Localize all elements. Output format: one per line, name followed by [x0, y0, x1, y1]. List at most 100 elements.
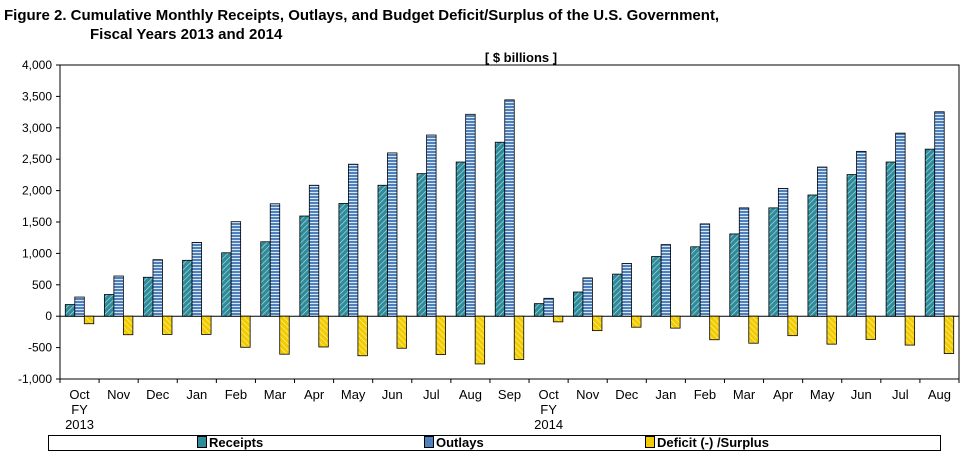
outlays-bar	[621, 263, 632, 317]
receipts-bar	[690, 246, 701, 317]
deficit-bar	[279, 315, 290, 355]
outlays-bar	[308, 184, 320, 317]
legend-label-outlays: Outlays	[436, 435, 484, 450]
deficit-bar	[357, 315, 368, 357]
y-tick-label: 2,000	[22, 184, 52, 198]
legend-item-outlays: Outlays	[424, 436, 484, 450]
x-tick-label: Apr	[304, 387, 325, 402]
receipts-bar	[807, 194, 818, 317]
receipts-bar	[846, 174, 857, 317]
outlays-bar	[426, 134, 437, 317]
deficit-bar	[513, 315, 525, 360]
fiscal-year-value: 2013	[65, 417, 94, 432]
receipts-bar	[299, 215, 310, 317]
y-tick-label: 3,500	[22, 89, 52, 103]
outlays-bar	[777, 188, 789, 317]
deficit-bar	[162, 315, 173, 335]
deficit-bar	[865, 315, 876, 340]
receipts-bar	[182, 259, 193, 317]
x-tick-label: Aug	[459, 387, 482, 402]
deficit-bar	[709, 315, 720, 341]
receipts-bar	[651, 256, 662, 317]
outlays-bar	[152, 259, 163, 317]
y-tick-label: 4,000	[22, 58, 52, 72]
x-tick-label: Feb	[225, 387, 247, 402]
deficit-bar	[592, 315, 603, 332]
y-tick-label: 1,000	[22, 246, 52, 260]
outlays-bar	[543, 297, 554, 317]
outlays-bar	[934, 111, 945, 317]
outlays-bar	[113, 275, 124, 317]
receipts-bar	[377, 184, 388, 317]
chart-title-line1: Figure 2. Cumulative Monthly Receipts, O…	[4, 7, 720, 24]
deficit-bar	[787, 315, 798, 337]
receipts-bar	[729, 233, 740, 317]
x-tick-label: Feb	[694, 387, 716, 402]
x-tick-label: May	[341, 387, 366, 402]
outlays-bar	[74, 296, 85, 317]
x-tick-label: Nov	[107, 387, 131, 402]
legend: Receipts Outlays Deficit (-) /Surplus	[48, 435, 941, 451]
receipts-bar	[103, 294, 115, 317]
x-axis: Oct Nov Dec Jan Feb Mar Apr May Jun Jul Aug Sep Oct N…	[59, 379, 960, 432]
outlays-bar	[895, 132, 906, 317]
fiscal-year-label: FY	[540, 402, 557, 417]
outlays-bar	[230, 221, 242, 317]
receipts-bar	[64, 304, 76, 317]
y-tick-label: 2,500	[22, 152, 52, 166]
bar-chart: [ $ billions ] 4,000 3,500 3,000 2,500 2,000…	[18, 50, 960, 432]
receipts-bar	[143, 276, 154, 317]
receipts-bar	[768, 207, 779, 317]
deficit-bar	[318, 315, 329, 348]
receipts-bar	[885, 161, 897, 317]
deficit-bar	[670, 315, 681, 329]
x-tick-label: Mar	[264, 387, 287, 402]
receipts-bar	[924, 148, 936, 317]
legend-label-receipts: Receipts	[209, 435, 264, 450]
outlays-bar	[348, 163, 359, 317]
deficit-bar	[748, 315, 759, 344]
deficit-bar	[240, 315, 251, 348]
outlays-bar	[269, 203, 281, 317]
legend-label-deficit: Deficit (-) /Surplus	[657, 435, 769, 450]
deficit-bar	[826, 315, 837, 345]
legend-swatch-deficit	[645, 436, 655, 448]
x-tick-label: Nov	[576, 387, 600, 402]
outlays-bar	[738, 207, 750, 317]
outlays-bar	[465, 113, 476, 317]
outlays-bar	[856, 150, 867, 317]
deficit-bar	[396, 315, 407, 349]
outlays-bar	[699, 223, 711, 317]
outlays-bar	[387, 152, 398, 317]
x-tick-label: Sep	[498, 387, 521, 402]
chart-title: Figure 2. Cumulative Monthly Receipts, O…	[4, 6, 719, 44]
y-tick-label: -1,000	[18, 372, 52, 386]
deficit-bar	[552, 315, 564, 323]
deficit-bar	[474, 315, 486, 365]
outlays-bar	[660, 244, 671, 317]
y-tick-label: 0	[45, 309, 52, 323]
x-tick-label: Aug	[928, 387, 951, 402]
receipts-bar	[221, 252, 232, 317]
receipts-bar	[260, 241, 271, 317]
unit-label: [ $ billions ]	[485, 50, 557, 65]
y-tick-label: 1,500	[22, 215, 52, 229]
legend-swatch-outlays	[424, 436, 434, 448]
deficit-bar	[122, 315, 134, 336]
deficit-bar	[201, 315, 212, 335]
receipts-bar	[455, 161, 467, 317]
receipts-bar	[573, 291, 584, 317]
x-tick-label: Apr	[773, 387, 794, 402]
outlays-bar	[582, 277, 593, 317]
deficit-bar	[904, 315, 916, 346]
receipts-bar	[416, 173, 427, 317]
x-tick-label: Jun	[382, 387, 403, 402]
y-tick-label: 500	[32, 278, 52, 292]
y-tick-label: 3,000	[22, 121, 52, 135]
deficit-bar	[435, 315, 446, 355]
fiscal-year-label: FY	[71, 402, 88, 417]
x-tick-label: Jan	[186, 387, 207, 402]
x-tick-label: Dec	[615, 387, 639, 402]
legend-swatch-receipts	[197, 436, 207, 448]
y-tick-label: -500	[28, 341, 52, 355]
